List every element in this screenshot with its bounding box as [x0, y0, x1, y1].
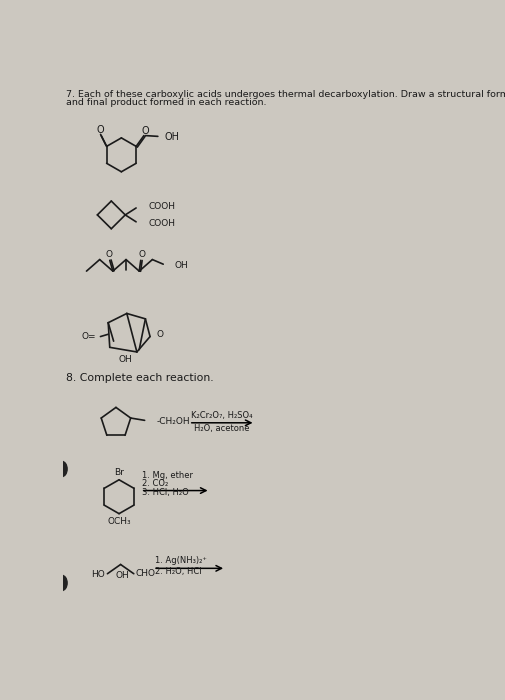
- Text: COOH: COOH: [148, 219, 175, 228]
- Text: 1. Mg, ether: 1. Mg, ether: [142, 471, 193, 480]
- Text: Br: Br: [114, 468, 124, 477]
- Text: O: O: [96, 125, 104, 135]
- Text: and final product formed in each reaction.: and final product formed in each reactio…: [66, 98, 266, 107]
- Text: OH: OH: [115, 570, 129, 580]
- Text: COOH: COOH: [148, 202, 175, 211]
- Text: OH: OH: [164, 132, 179, 142]
- Text: 3. HCl, H₂O: 3. HCl, H₂O: [142, 488, 189, 496]
- Text: CHO: CHO: [135, 569, 155, 578]
- Text: -CH₂OH: -CH₂OH: [157, 417, 190, 426]
- Text: 2. CO₂: 2. CO₂: [142, 479, 168, 488]
- Text: OH: OH: [174, 261, 187, 270]
- Ellipse shape: [56, 575, 67, 591]
- Text: 1. Ag(NH₃)₂⁺: 1. Ag(NH₃)₂⁺: [155, 556, 206, 565]
- Text: K₂Cr₂O₇, H₂SO₄: K₂Cr₂O₇, H₂SO₄: [191, 412, 252, 421]
- Text: O: O: [138, 251, 145, 260]
- Text: O: O: [105, 251, 112, 260]
- Text: O: O: [141, 126, 149, 136]
- Text: OCH₃: OCH₃: [107, 517, 131, 526]
- Text: O=: O=: [81, 332, 95, 341]
- Text: H₂O, acetone: H₂O, acetone: [194, 424, 249, 433]
- Text: 2. H₂O, HCl: 2. H₂O, HCl: [155, 567, 201, 576]
- Text: OH: OH: [118, 355, 132, 364]
- Text: HO: HO: [91, 570, 105, 579]
- Text: 7. Each of these carboxylic acids undergoes thermal decarboxylation. Draw a stru: 7. Each of these carboxylic acids underg…: [66, 90, 505, 99]
- Text: 8. Complete each reaction.: 8. Complete each reaction.: [66, 372, 213, 383]
- Text: O: O: [156, 330, 163, 339]
- Ellipse shape: [56, 461, 67, 477]
